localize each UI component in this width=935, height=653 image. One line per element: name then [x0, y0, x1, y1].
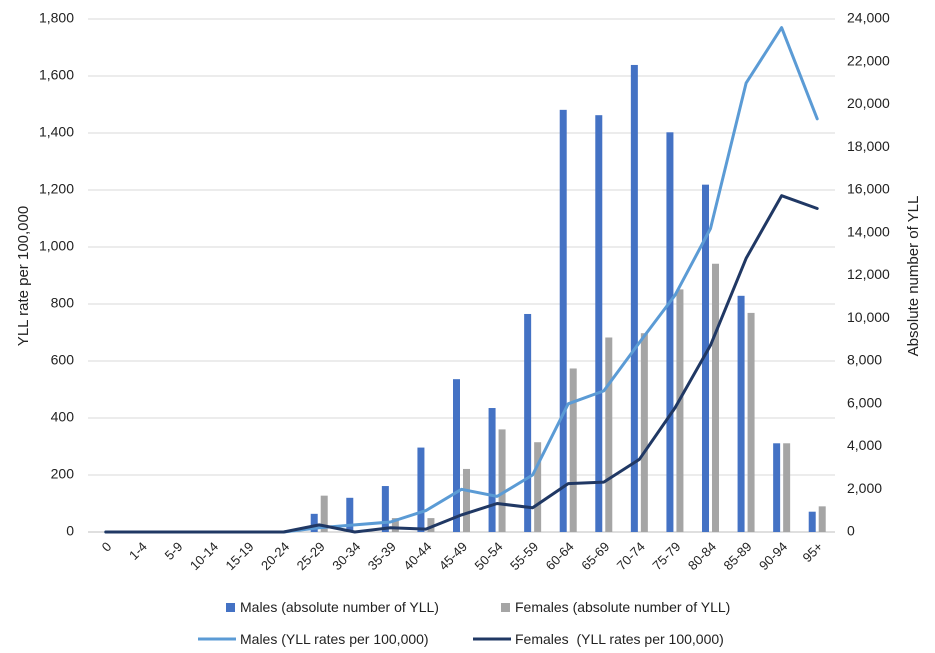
bar-females: [569, 368, 577, 532]
left-y-tick-label: 1,400: [39, 124, 74, 140]
right-y-tick-label: 0: [847, 523, 855, 539]
bar-females: [498, 429, 506, 532]
x-tick-label: 95+: [800, 539, 826, 565]
bar-males: [488, 408, 496, 532]
x-tick-label: 30-34: [329, 539, 363, 573]
line-males-rate: [104, 26, 819, 534]
legend-label-males-bar: Males (absolute number of YLL): [240, 599, 439, 615]
bar-females: [391, 518, 399, 532]
bar-males: [666, 132, 674, 532]
x-tick-label: 10-14: [187, 539, 221, 573]
line-females-rate: [104, 194, 819, 534]
bar-females: [463, 468, 470, 532]
bar-males: [559, 109, 567, 532]
bar-females: [640, 333, 648, 532]
legend-label-females-line: Females (YLL rates per 100,000): [515, 631, 724, 647]
x-tick-label: 60-64: [543, 539, 577, 573]
x-tick-label: 70-74: [614, 539, 648, 573]
x-tick-label: 15-19: [223, 539, 257, 573]
left-y-axis-ticks: 0 200 400 600 800 1,000 1,200 1,400 1,600 1,800: [39, 10, 74, 539]
bar-males: [630, 64, 638, 533]
bar-males: [310, 513, 318, 532]
right-axis-title: Absolute number of YLL: [905, 196, 922, 357]
right-y-tick-label: 20,000: [847, 95, 890, 111]
left-y-tick-label: 1,600: [39, 67, 74, 83]
bar-females: [818, 506, 826, 532]
x-tick-label: 1-4: [126, 539, 150, 563]
bar-males: [702, 184, 709, 532]
bar-females: [747, 312, 755, 532]
right-y-tick-label: 2,000: [847, 480, 882, 496]
right-y-tick-label: 18,000: [847, 138, 890, 154]
gridlines: [88, 18, 835, 533]
bar-males: [453, 379, 460, 532]
bar-females: [783, 443, 791, 532]
x-tick-label: 65-69: [578, 539, 612, 573]
x-tick-label: 5-9: [162, 539, 186, 563]
x-tick-label: 80-84: [685, 539, 719, 573]
bar-males: [381, 486, 389, 532]
right-y-tick-label: 12,000: [847, 266, 890, 282]
right-y-tick-label: 10,000: [847, 309, 890, 325]
left-y-tick-label: 600: [51, 352, 75, 368]
left-y-tick-label: 1,000: [39, 238, 74, 254]
right-y-tick-label: 14,000: [847, 223, 890, 239]
right-y-tick-label: 16,000: [847, 181, 890, 197]
x-tick-label: 55-59: [507, 539, 541, 573]
x-tick-label: 85-89: [721, 539, 755, 573]
x-tick-label: 90-94: [756, 539, 790, 573]
bar-females: [712, 263, 719, 532]
right-y-tick-label: 8,000: [847, 352, 882, 368]
x-tick-label: 40-44: [400, 539, 434, 573]
legend: Males (absolute number of YLL) Females (…: [198, 599, 730, 647]
left-y-tick-label: 1,200: [39, 181, 74, 197]
bar-females: [534, 442, 542, 532]
left-y-tick-label: 0: [66, 523, 74, 539]
left-y-tick-label: 800: [51, 295, 75, 311]
legend-label-males-line: Males (YLL rates per 100,000): [240, 631, 429, 647]
bar-males: [595, 115, 603, 532]
right-y-tick-label: 6,000: [847, 394, 882, 410]
bar-females: [320, 495, 328, 532]
bar-males: [808, 511, 816, 532]
bar-males: [737, 295, 745, 532]
bar-males: [524, 313, 532, 532]
x-tick-label: 0: [99, 539, 115, 555]
x-tick-label: 75-79: [649, 539, 683, 573]
bar-females: [427, 518, 435, 532]
left-axis-title: YLL rate per 100,000: [15, 206, 32, 346]
bar-males: [773, 443, 781, 532]
bar-males: [346, 497, 354, 532]
x-tick-label: 35-39: [365, 539, 399, 573]
legend-label-females-bar: Females (absolute number of YLL): [515, 599, 730, 615]
right-y-axis-ticks: 0 2,000 4,000 6,000 8,000 10,000 12,000 14,000 1…: [847, 10, 890, 539]
right-y-tick-label: 4,000: [847, 437, 882, 453]
legend-swatch-females-bar: [501, 603, 510, 612]
x-tick-label: 50-54: [472, 539, 506, 573]
x-tick-label: 45-49: [436, 539, 470, 573]
bar-females: [605, 337, 613, 532]
legend-swatch-males-bar: [226, 603, 235, 612]
left-y-tick-label: 400: [51, 409, 75, 425]
right-y-tick-label: 24,000: [847, 10, 890, 26]
bar-females: [676, 289, 684, 532]
right-y-tick-label: 22,000: [847, 52, 890, 68]
bar-males: [417, 447, 425, 532]
line-series: [104, 26, 819, 534]
bar-series: [310, 64, 826, 533]
x-axis-ticks: 0 1-4 5-9 10-14 15-19 20-24 25-29 30-34 35-39 40-…: [99, 539, 826, 573]
left-y-tick-label: 1,800: [39, 10, 74, 26]
x-tick-label: 20-24: [258, 539, 292, 573]
x-tick-label: 25-29: [294, 539, 328, 573]
left-y-tick-label: 200: [51, 466, 75, 482]
